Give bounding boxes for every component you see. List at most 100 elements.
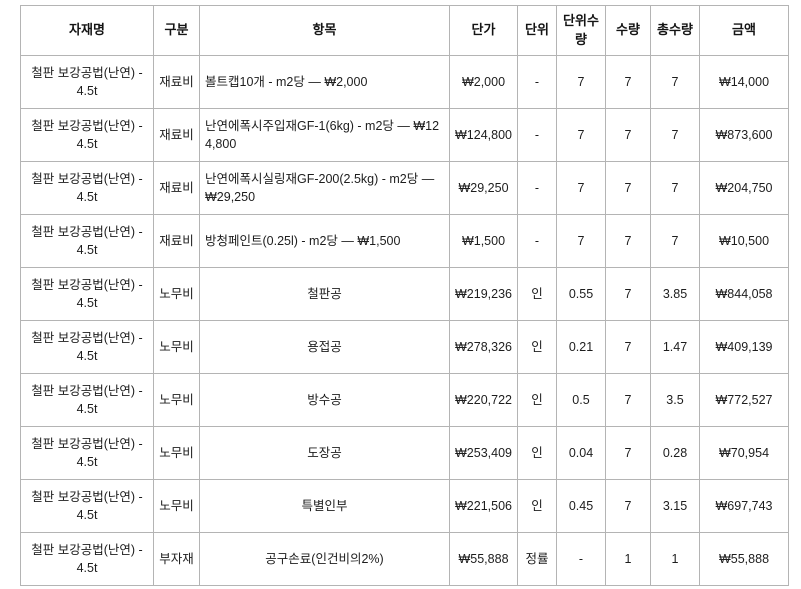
cell-amount: ₩409,139 xyxy=(699,320,789,374)
cell-material-name: 철판 보강공법(난연) - 4.5t xyxy=(20,214,154,268)
table-body: 철판 보강공법(난연) - 4.5t 재료비 볼트캡10개 - m2당 — ₩2,0… xyxy=(20,55,789,586)
cell-unit: - xyxy=(517,161,557,215)
cell-total-quantity: 7 xyxy=(650,55,700,109)
cell-division: 노무비 xyxy=(153,373,200,427)
cell-unit-price: ₩219,236 xyxy=(449,267,518,321)
cell-total-quantity: 3.15 xyxy=(650,479,700,533)
cell-division: 재료비 xyxy=(153,108,200,162)
cell-quantity: 1 xyxy=(605,532,651,586)
cell-item: 용접공 xyxy=(199,320,450,374)
cell-unit-quantity: 0.45 xyxy=(556,479,606,533)
cell-amount: ₩10,500 xyxy=(699,214,789,268)
cell-amount: ₩873,600 xyxy=(699,108,789,162)
cell-amount: ₩14,000 xyxy=(699,55,789,109)
cell-unit-price: ₩55,888 xyxy=(449,532,518,586)
cell-unit-price: ₩253,409 xyxy=(449,426,518,480)
cell-quantity: 7 xyxy=(605,373,651,427)
cell-division: 부자재 xyxy=(153,532,200,586)
column-header-quantity: 수량 xyxy=(605,5,651,56)
cell-unit-quantity: 7 xyxy=(556,214,606,268)
cell-material-name: 철판 보강공법(난연) - 4.5t xyxy=(20,55,154,109)
cell-quantity: 7 xyxy=(605,161,651,215)
cell-item: 철판공 xyxy=(199,267,450,321)
cell-total-quantity: 1.47 xyxy=(650,320,700,374)
cell-unit-price: ₩2,000 xyxy=(449,55,518,109)
cell-unit: 인 xyxy=(517,267,557,321)
cell-item: 방수공 xyxy=(199,373,450,427)
cell-unit: 인 xyxy=(517,426,557,480)
cell-unit-quantity: 0.5 xyxy=(556,373,606,427)
cell-total-quantity: 3.85 xyxy=(650,267,700,321)
cell-unit-price: ₩124,800 xyxy=(449,108,518,162)
table-row: 철판 보강공법(난연) - 4.5t 재료비 볼트캡10개 - m2당 — ₩2,0… xyxy=(20,55,789,109)
cell-quantity: 7 xyxy=(605,55,651,109)
column-header-total-quantity: 총수량 xyxy=(650,5,700,56)
column-header-amount: 금액 xyxy=(699,5,789,56)
cell-unit-quantity: 7 xyxy=(556,55,606,109)
table-header: 자재명 구분 항목 단가 단위 단위수량 수량 총수량 금액 xyxy=(20,5,789,56)
cell-item: 도장공 xyxy=(199,426,450,480)
cell-amount: ₩844,058 xyxy=(699,267,789,321)
cell-division: 노무비 xyxy=(153,479,200,533)
cell-material-name: 철판 보강공법(난연) - 4.5t xyxy=(20,161,154,215)
table-row: 철판 보강공법(난연) - 4.5t 노무비 특별인부 ₩221,506 인 0.45 7 3… xyxy=(20,479,789,533)
table-row: 철판 보강공법(난연) - 4.5t 재료비 난연에폭시실링재GF-200(2.5k… xyxy=(20,161,789,215)
cell-quantity: 7 xyxy=(605,320,651,374)
cell-unit-price: ₩1,500 xyxy=(449,214,518,268)
cell-division: 노무비 xyxy=(153,267,200,321)
table-row: 철판 보강공법(난연) - 4.5t 노무비 철판공 ₩219,236 인 0.55 7 3.… xyxy=(20,267,789,321)
cell-total-quantity: 7 xyxy=(650,108,700,162)
cell-unit: - xyxy=(517,55,557,109)
cell-item: 볼트캡10개 - m2당 — ₩2,000 xyxy=(199,55,450,109)
cell-unit-quantity: 0.21 xyxy=(556,320,606,374)
table-row: 철판 보강공법(난연) - 4.5t 노무비 용접공 ₩278,326 인 0.21 7 1.… xyxy=(20,320,789,374)
column-header-unit-price: 단가 xyxy=(449,5,518,56)
cell-item: 난연에폭시실링재GF-200(2.5kg) - m2당 — ₩29,250 xyxy=(199,161,450,215)
header-row: 자재명 구분 항목 단가 단위 단위수량 수량 총수량 금액 xyxy=(20,5,789,56)
cell-material-name: 철판 보강공법(난연) - 4.5t xyxy=(20,320,154,374)
cost-breakdown-table: 자재명 구분 항목 단가 단위 단위수량 수량 총수량 금액 철판 보강공법(난… xyxy=(20,5,789,586)
table-row: 철판 보강공법(난연) - 4.5t 재료비 난연에폭시주입재GF-1(6kg) -… xyxy=(20,108,789,162)
cell-unit-quantity: 0.04 xyxy=(556,426,606,480)
cell-quantity: 7 xyxy=(605,108,651,162)
cell-unit-quantity: 7 xyxy=(556,108,606,162)
cell-item: 공구손료(인건비의2%) xyxy=(199,532,450,586)
cell-material-name: 철판 보강공법(난연) - 4.5t xyxy=(20,373,154,427)
cell-quantity: 7 xyxy=(605,479,651,533)
cell-unit-quantity: - xyxy=(556,532,606,586)
cell-division: 재료비 xyxy=(153,55,200,109)
column-header-item: 항목 xyxy=(199,5,450,56)
cell-quantity: 7 xyxy=(605,426,651,480)
cell-quantity: 7 xyxy=(605,267,651,321)
cell-division: 재료비 xyxy=(153,214,200,268)
cell-amount: ₩55,888 xyxy=(699,532,789,586)
cell-unit: 정률 xyxy=(517,532,557,586)
cell-division: 재료비 xyxy=(153,161,200,215)
column-header-unit: 단위 xyxy=(517,5,557,56)
cell-material-name: 철판 보강공법(난연) - 4.5t xyxy=(20,532,154,586)
table-row: 철판 보강공법(난연) - 4.5t 노무비 방수공 ₩220,722 인 0.5 7 3.5… xyxy=(20,373,789,427)
column-header-division: 구분 xyxy=(153,5,200,56)
cell-amount: ₩697,743 xyxy=(699,479,789,533)
column-header-material-name: 자재명 xyxy=(20,5,154,56)
cell-material-name: 철판 보강공법(난연) - 4.5t xyxy=(20,267,154,321)
cell-amount: ₩70,954 xyxy=(699,426,789,480)
cell-total-quantity: 7 xyxy=(650,161,700,215)
cell-unit: - xyxy=(517,108,557,162)
cell-unit-price: ₩220,722 xyxy=(449,373,518,427)
cell-total-quantity: 1 xyxy=(650,532,700,586)
cell-unit-quantity: 0.55 xyxy=(556,267,606,321)
column-header-unit-quantity: 단위수량 xyxy=(556,5,606,56)
cell-amount: ₩204,750 xyxy=(699,161,789,215)
cell-unit: 인 xyxy=(517,479,557,533)
table-row: 철판 보강공법(난연) - 4.5t 노무비 도장공 ₩253,409 인 0.04 7 0.… xyxy=(20,426,789,480)
cell-amount: ₩772,527 xyxy=(699,373,789,427)
table-row: 철판 보강공법(난연) - 4.5t 재료비 방청페인트(0.25l) - m2당 … xyxy=(20,214,789,268)
cell-material-name: 철판 보강공법(난연) - 4.5t xyxy=(20,479,154,533)
cell-quantity: 7 xyxy=(605,214,651,268)
cell-item: 난연에폭시주입재GF-1(6kg) - m2당 — ₩124,800 xyxy=(199,108,450,162)
cell-material-name: 철판 보강공법(난연) - 4.5t xyxy=(20,108,154,162)
cell-total-quantity: 7 xyxy=(650,214,700,268)
cell-item: 특별인부 xyxy=(199,479,450,533)
